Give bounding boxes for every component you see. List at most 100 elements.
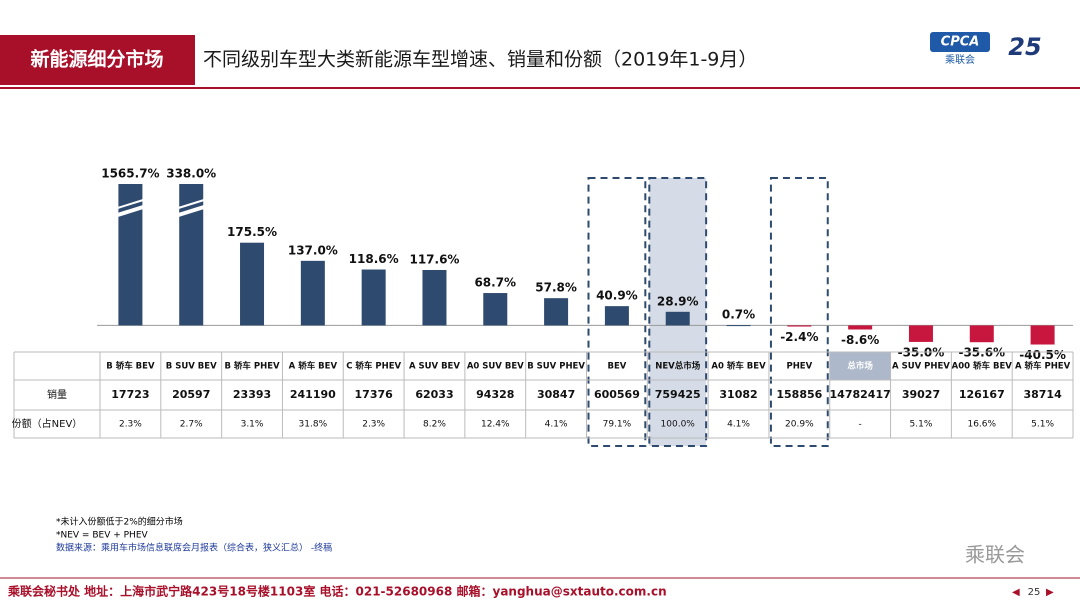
table-cell: 17723: [111, 388, 149, 401]
axis-break: [174, 204, 208, 218]
x-tick-label: A 轿车 BEV: [289, 361, 338, 372]
note: *NEV = BEV + PHEV: [56, 531, 149, 541]
table-cell: 30847: [537, 388, 575, 401]
x-tick-label: A0 轿车 BEV: [711, 361, 766, 372]
bar: [179, 184, 204, 326]
bar: [787, 325, 812, 327]
chart: 1565.7% 338.0% 175.5% 137.0% 118.6% 117.6% 68.…: [12, 167, 1074, 447]
bar: [361, 269, 386, 326]
x-tick-label: C 轿车 PHEV: [346, 361, 401, 372]
x-tick-label: A SUV PHEV: [892, 362, 950, 372]
anniversary: 25: [1008, 33, 1041, 61]
value-label: 57.8%: [535, 281, 577, 295]
x-tick-label: NEV总市场: [655, 361, 700, 372]
row-label: 份额（占NEV）: [12, 417, 83, 430]
watermark: 乘联会: [965, 543, 1025, 567]
table-cell: 4.1%: [727, 420, 750, 430]
table-cell: 17376: [355, 388, 394, 401]
table-cell: 158856: [776, 388, 822, 401]
table-cell: 5.1%: [1031, 420, 1054, 430]
value-label: 118.6%: [349, 252, 399, 266]
table-cell: 62033: [415, 388, 453, 401]
table-cell: 4.1%: [545, 420, 568, 430]
table-cell: 79.1%: [603, 420, 632, 430]
axis-break: [113, 204, 148, 218]
bar: [300, 260, 325, 326]
x-tick-label: PHEV: [786, 362, 812, 372]
value-label: 68.7%: [474, 276, 516, 290]
page-number: 25: [1028, 587, 1041, 598]
note: *未计入份额低于2%的细分市场: [56, 516, 183, 528]
x-tick-label: B 轿车 BEV: [106, 361, 155, 372]
bar: [665, 311, 690, 326]
value-label: 1565.7%: [101, 167, 159, 181]
x-tick-label: A0 SUV BEV: [467, 362, 524, 372]
table-cell: 759425: [655, 388, 701, 401]
table-cell: 3.1%: [241, 420, 264, 430]
table-cell: 8.2%: [423, 420, 446, 430]
header-cell-shade: [829, 352, 891, 380]
x-tick-label: B 轿车 PHEV: [224, 361, 280, 372]
table-cell: 31082: [719, 388, 757, 401]
row-label: 销量: [47, 388, 67, 401]
highlight-box: [587, 177, 647, 447]
bar: [848, 325, 873, 330]
value-label: -2.4%: [780, 330, 818, 344]
bar: [422, 269, 447, 326]
bar: [118, 184, 143, 326]
logo-cn: 乘联会: [945, 53, 975, 66]
x-tick-label: A00 轿车 BEV: [952, 361, 1013, 372]
x-tick-label: B SUV PHEV: [527, 362, 585, 372]
table-cell: 16.6%: [967, 420, 996, 430]
logo-box: [930, 32, 990, 52]
slide-title: 不同级别车型大类新能源车型增速、销量和份额（2019年1-9月）: [203, 49, 757, 71]
page-prev[interactable]: ◀: [1012, 587, 1020, 598]
value-label: 137.0%: [288, 243, 338, 257]
value-label: -40.5%: [1019, 348, 1066, 362]
table-cell: 20597: [172, 388, 210, 401]
bar: [483, 293, 508, 326]
value-label: 0.7%: [722, 308, 755, 322]
logo: CPCA: [941, 35, 980, 50]
table-cell: 94328: [476, 388, 514, 401]
value-label: -8.6%: [841, 333, 879, 347]
table-cell: 2.7%: [180, 420, 203, 430]
value-label: 175.5%: [227, 225, 277, 239]
x-tick-label: BEV: [607, 362, 626, 372]
value-label: 117.6%: [409, 252, 459, 266]
x-tick-label: A SUV BEV: [409, 362, 460, 372]
axis-break: [114, 198, 147, 210]
bar: [544, 298, 569, 326]
section-title: 新能源细分市场: [30, 48, 163, 71]
table-cell: 39027: [902, 388, 940, 401]
bar: [726, 325, 751, 327]
page-next[interactable]: ▶: [1046, 587, 1054, 598]
table-cell: 241190: [290, 388, 336, 401]
value-label: -35.6%: [958, 346, 1005, 360]
bar: [604, 306, 629, 326]
table-cell: 100.0%: [661, 420, 696, 430]
table-cell: 600569: [594, 388, 640, 401]
table-cell: 38714: [1023, 388, 1062, 401]
highlight-box: [769, 177, 829, 447]
axis-break: [174, 198, 208, 210]
value-label: 28.9%: [657, 294, 699, 308]
value-label: 40.9%: [596, 289, 638, 303]
x-tick-label: 总市场: [847, 361, 873, 372]
table-cell: 2.3%: [119, 420, 142, 430]
table-cell: 2.3%: [362, 420, 385, 430]
table-cell: 23393: [233, 388, 271, 401]
x-tick-label: B SUV BEV: [166, 362, 217, 372]
value-label: 338.0%: [166, 167, 216, 181]
footer-text: 乘联会秘书处 地址：上海市武宁路423号18号楼1103室 电话：021-526…: [7, 584, 667, 599]
table-cell: 14782417: [830, 388, 891, 401]
table-cell: 5.1%: [910, 420, 933, 430]
section-box: [0, 35, 195, 85]
table-cell: 126167: [959, 388, 1005, 401]
x-tick-label: A 轿车 PHEV: [1015, 361, 1071, 372]
bar: [908, 325, 933, 342]
bar: [1030, 325, 1055, 345]
bar: [969, 325, 994, 343]
